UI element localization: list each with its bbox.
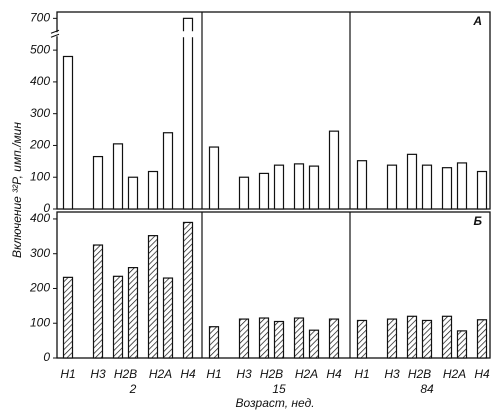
bar bbox=[293, 163, 305, 210]
bar bbox=[162, 277, 174, 359]
bar bbox=[421, 319, 433, 359]
bar bbox=[208, 146, 220, 210]
y-tick-label: 100 bbox=[30, 315, 50, 329]
bar bbox=[92, 155, 104, 210]
x-tick-label: H4 bbox=[326, 367, 342, 381]
bar bbox=[238, 176, 250, 210]
bar bbox=[356, 319, 368, 359]
bar bbox=[258, 317, 270, 359]
group-label: 2 bbox=[129, 382, 137, 396]
bar bbox=[476, 170, 488, 210]
group-label: 84 bbox=[420, 382, 434, 396]
bar bbox=[147, 170, 159, 210]
bar bbox=[273, 320, 285, 359]
bar bbox=[421, 164, 433, 210]
bar bbox=[441, 167, 453, 210]
group-label: 15 bbox=[272, 382, 286, 396]
bar bbox=[386, 318, 398, 359]
bar bbox=[328, 130, 340, 210]
y-tick-label: 400 bbox=[30, 211, 50, 225]
y-tick-label: 0 bbox=[43, 350, 50, 364]
bar bbox=[328, 318, 340, 359]
bar bbox=[147, 235, 159, 359]
x-tick-label: H2B bbox=[408, 367, 431, 381]
x-axis-label: Возраст, нед. bbox=[235, 396, 314, 410]
bar bbox=[476, 319, 488, 359]
panel-frame bbox=[56, 11, 491, 210]
bar bbox=[162, 132, 174, 210]
bar bbox=[441, 315, 453, 359]
x-tick-label: H2A bbox=[149, 367, 172, 381]
bar bbox=[386, 164, 398, 210]
x-tick-label: H3 bbox=[90, 367, 106, 381]
y-tick-label: 0 bbox=[43, 201, 50, 215]
bar bbox=[406, 315, 418, 359]
panel-label: А bbox=[472, 14, 482, 28]
bar bbox=[308, 329, 320, 359]
bar bbox=[62, 276, 74, 359]
x-tick-label: H2B bbox=[114, 367, 137, 381]
bar-break bbox=[182, 31, 194, 38]
x-tick-label: H2B bbox=[260, 367, 283, 381]
bar bbox=[293, 317, 305, 359]
panel-frame bbox=[56, 211, 491, 359]
bar bbox=[456, 330, 468, 359]
bar bbox=[62, 55, 74, 210]
bar bbox=[456, 162, 468, 210]
bar bbox=[112, 275, 124, 359]
x-tick-label: H4 bbox=[474, 367, 490, 381]
x-tick-label: H4 bbox=[180, 367, 196, 381]
bar bbox=[238, 318, 250, 359]
y-tick-label: 300 bbox=[30, 246, 50, 260]
x-tick-label: H1 bbox=[60, 367, 75, 381]
bar bbox=[127, 267, 139, 359]
bar bbox=[406, 153, 418, 210]
bar bbox=[92, 244, 104, 359]
bar bbox=[182, 221, 194, 359]
bar bbox=[356, 160, 368, 210]
x-tick-label: H2A bbox=[295, 367, 318, 381]
bar bbox=[208, 326, 220, 359]
y-tick-label: 100 bbox=[30, 169, 50, 183]
y-tick-label: 400 bbox=[30, 74, 50, 88]
bar bbox=[112, 143, 124, 210]
bar bbox=[308, 165, 320, 210]
y-tick-label: 200 bbox=[29, 138, 50, 152]
panel-label: Б bbox=[474, 214, 483, 228]
y-tick-label: 300 bbox=[30, 106, 50, 120]
x-tick-label: H1 bbox=[354, 367, 369, 381]
axis-break-gap bbox=[51, 32, 59, 37]
x-tick-label: H3 bbox=[384, 367, 400, 381]
bar bbox=[182, 17, 194, 210]
y-tick-label: 200 bbox=[29, 281, 50, 295]
bar bbox=[273, 164, 285, 210]
x-tick-label: H2A bbox=[443, 367, 466, 381]
bar bbox=[258, 172, 270, 210]
y-tick-label: 500 bbox=[30, 42, 50, 56]
axis-break bbox=[50, 33, 60, 38]
x-tick-label: H1 bbox=[206, 367, 221, 381]
y-axis-label: Включение ³²P, имп./мин bbox=[10, 122, 24, 258]
bar bbox=[127, 176, 139, 210]
y-tick-label: 700 bbox=[30, 11, 50, 25]
axis-break bbox=[50, 29, 60, 34]
x-tick-label: H3 bbox=[236, 367, 252, 381]
